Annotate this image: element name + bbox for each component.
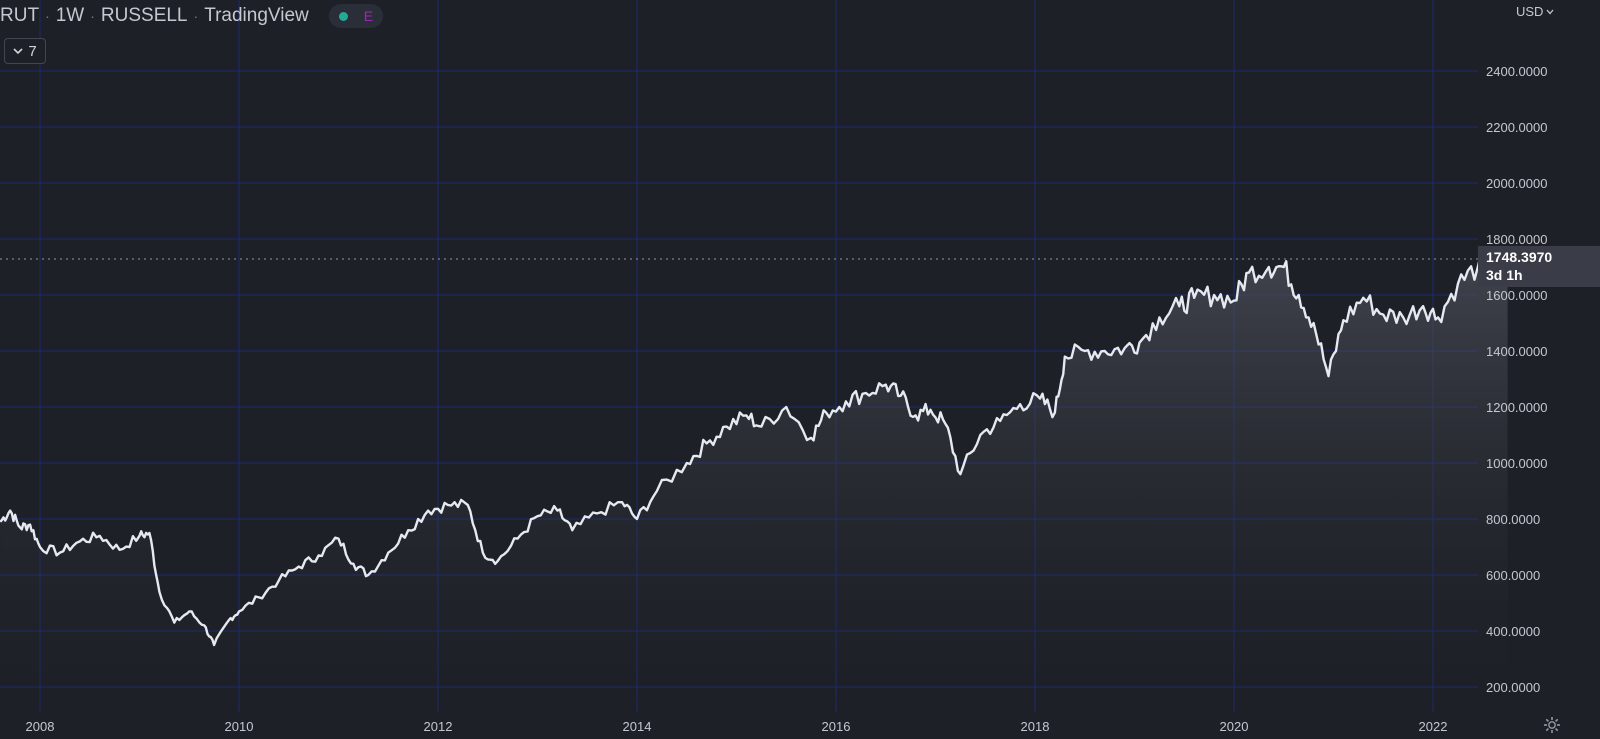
market-status-pill[interactable]: E — [328, 4, 384, 28]
chart-header: RUT · 1W · RUSSELL · TradingView E — [0, 0, 384, 32]
price-tick-label: 2000.0000 — [1486, 176, 1547, 191]
time-tick-label: 2008 — [26, 719, 55, 734]
source-label: TradingView — [204, 5, 309, 26]
price-tick-label: 1200.0000 — [1486, 400, 1547, 415]
chevron-down-icon — [1546, 9, 1554, 14]
price-tick-label: 800.0000 — [1486, 512, 1540, 527]
price-tick-label: 1800.0000 — [1486, 232, 1547, 247]
price-tick-label: 400.0000 — [1486, 624, 1540, 639]
currency-label: USD — [1516, 4, 1544, 19]
market-open-dot-icon — [338, 11, 348, 21]
time-tick-label: 2010 — [225, 719, 254, 734]
time-tick-label: 2012 — [424, 719, 453, 734]
interval-label[interactable]: 1W — [55, 5, 85, 26]
header-separator: · — [193, 8, 199, 24]
price-tick-label: 1400.0000 — [1486, 344, 1547, 359]
header-separator: · — [90, 8, 95, 24]
last-price-value: 1748.3970 — [1486, 249, 1553, 265]
price-tick-label: 2400.0000 — [1486, 64, 1547, 79]
price-scale[interactable]: 2400.0000 2200.0000 2000.0000 1800.0000 1600… — [1486, 64, 1547, 695]
currency-selector[interactable]: USD — [1516, 4, 1554, 19]
price-line — [0, 255, 1509, 647]
bar-countdown: 3d 1h — [1486, 267, 1523, 283]
exchange-label: RUSSELL — [100, 5, 188, 26]
price-tick-label: 1600.0000 — [1486, 288, 1547, 303]
gear-icon[interactable] — [1543, 716, 1561, 734]
earnings-indicator: E — [363, 8, 374, 24]
time-tick-label: 2014 — [623, 719, 652, 734]
chevron-down-icon — [13, 48, 23, 55]
collapse-indicators-button[interactable]: 7 — [4, 38, 46, 64]
time-tick-label: 2016 — [822, 719, 851, 734]
time-tick-label: 2020 — [1220, 719, 1249, 734]
time-scale[interactable]: 2008 2010 2012 2014 2016 2018 2020 2022 — [26, 719, 1448, 734]
price-tick-label: 600.0000 — [1486, 568, 1540, 583]
price-tick-label: 1000.0000 — [1486, 456, 1547, 471]
symbol-label[interactable]: RUT — [0, 5, 40, 26]
header-separator: · — [45, 8, 50, 24]
indicator-count: 7 — [28, 42, 37, 60]
time-tick-label: 2018 — [1021, 719, 1050, 734]
price-tick-label: 2200.0000 — [1486, 120, 1547, 135]
last-price-label: 1748.3970 3d 1h — [1478, 246, 1600, 287]
price-tick-label: 200.0000 — [1486, 680, 1540, 695]
price-area-fill — [0, 256, 1508, 712]
time-tick-label: 2022 — [1419, 719, 1448, 734]
